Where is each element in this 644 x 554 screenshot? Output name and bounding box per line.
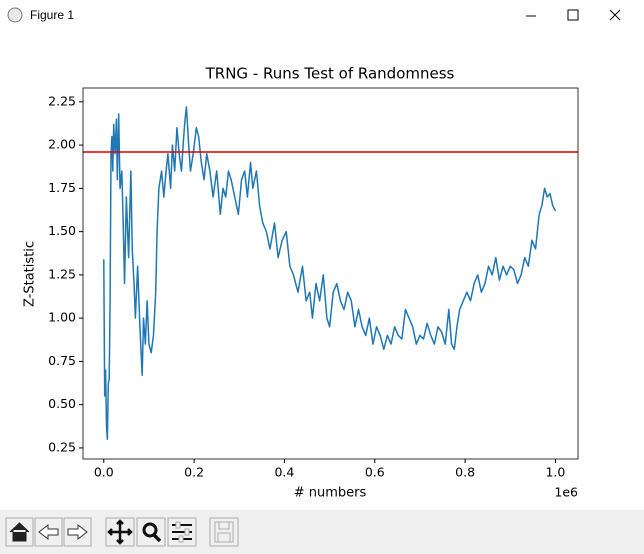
- x-tick-label: 0.8: [455, 465, 475, 480]
- x-axis-label: # numbers: [294, 486, 367, 501]
- chart-title: TRNG - Runs Test of Randomness: [205, 65, 455, 83]
- y-axis-label: Z-Statistic: [23, 241, 38, 307]
- y-tick-label: 1.50: [48, 223, 76, 238]
- configure-button[interactable]: [167, 517, 197, 547]
- title-bar: [0, 0, 644, 31]
- home-button[interactable]: [5, 517, 34, 547]
- y-tick-label: 0.75: [48, 353, 76, 368]
- x-tick-label: 1.0: [545, 465, 565, 480]
- zoom-button[interactable]: [136, 517, 166, 547]
- x-tick-label: 0.6: [365, 465, 385, 480]
- x-tick-label: 0.4: [274, 465, 294, 480]
- x-tick-label: 0.2: [184, 465, 204, 480]
- y-tick-label: 0.50: [48, 396, 76, 411]
- forward-button[interactable]: [63, 517, 92, 547]
- toolbar: [0, 510, 644, 554]
- x-axis-offset: 1e6: [554, 485, 578, 500]
- back-button[interactable]: [34, 517, 63, 547]
- save-button[interactable]: [209, 517, 239, 547]
- maximize-button[interactable]: [567, 9, 579, 21]
- y-tick-label: 2.25: [48, 93, 76, 108]
- y-tick-label: 1.00: [48, 310, 76, 325]
- x-tick-label: 0.0: [94, 465, 114, 480]
- pan-button[interactable]: [105, 517, 135, 547]
- y-tick-label: 1.25: [48, 266, 76, 281]
- y-tick-label: 0.25: [48, 439, 76, 454]
- close-button[interactable]: [609, 9, 621, 21]
- window-title: Figure 1: [30, 8, 74, 22]
- app-icon: [7, 7, 23, 23]
- y-tick-label: 2.00: [48, 137, 76, 152]
- data-line: [103, 106, 557, 441]
- axes-frame: [82, 87, 579, 460]
- y-tick-label: 1.75: [48, 180, 76, 195]
